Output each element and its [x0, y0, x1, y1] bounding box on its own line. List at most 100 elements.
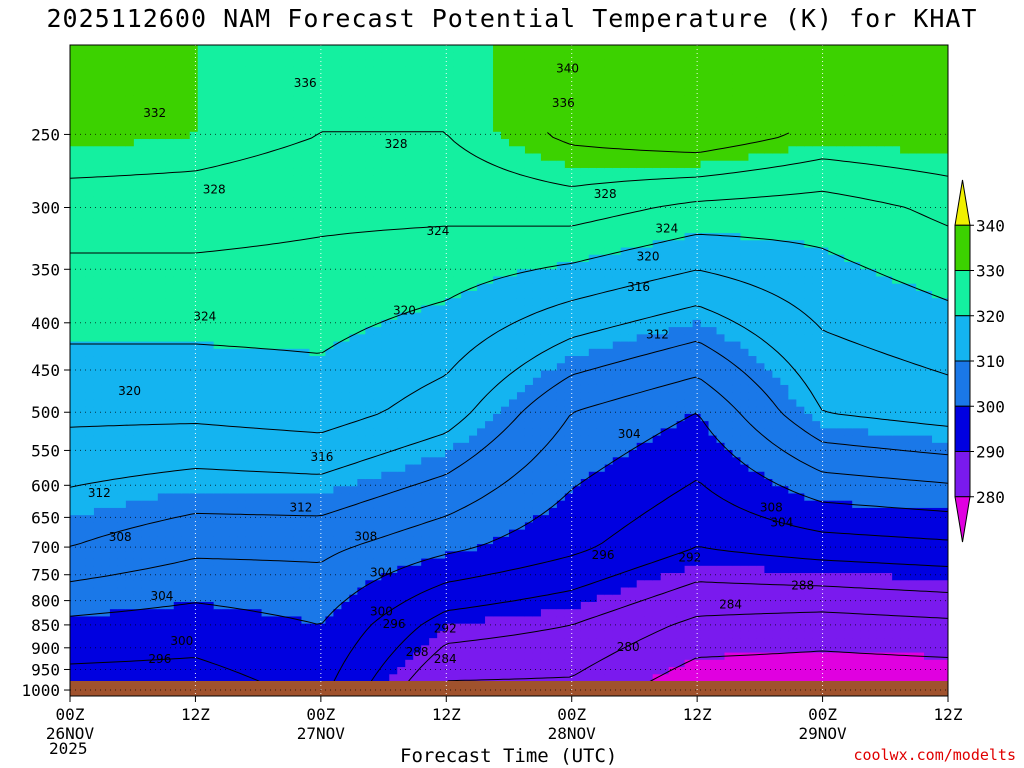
- contour-label-text: 332: [143, 106, 166, 120]
- contour-label-text: 280: [617, 640, 640, 654]
- x-tick-label: 00Z: [56, 705, 85, 724]
- theta-shaded-bands: [70, 45, 948, 696]
- colorbar-segment: [954, 496, 971, 543]
- isentrope-312: [70, 305, 948, 488]
- contour-label-text: 316: [627, 280, 650, 294]
- colorbar-label: 290: [976, 443, 1005, 462]
- y-tick-label: 950: [31, 660, 60, 679]
- colorbar-label: 300: [976, 397, 1005, 416]
- contour-labels: 340 336 336 332 328 328 328 324 324 320 316 320 324 3…: [88, 61, 814, 665]
- x-tick-label: 12Z: [934, 705, 963, 724]
- contour-label-text: 312: [290, 500, 313, 514]
- contour-label-text: 324: [655, 221, 678, 235]
- y-tick-label: 500: [31, 403, 60, 422]
- x-tick-label: 00Z: [557, 705, 586, 724]
- x-tick-date: 27NOV: [297, 724, 346, 743]
- isentrope-316: [70, 269, 948, 434]
- contour-label: 324: [655, 221, 678, 235]
- contour-label: 308: [109, 530, 132, 544]
- contour-label-text: 296: [148, 652, 171, 666]
- contour-label: 304: [770, 515, 793, 529]
- colorbar-label: 310: [976, 352, 1005, 371]
- contour-label: 288: [791, 578, 814, 592]
- contour-label: 288: [406, 645, 429, 659]
- contour-label: 340: [556, 61, 579, 75]
- colorbar-segment: [954, 360, 971, 407]
- contour-label-text: 308: [354, 530, 377, 544]
- contour-label: 332: [143, 106, 166, 120]
- contour-label: 300: [170, 634, 193, 648]
- contour-label: 336: [294, 76, 317, 90]
- contour-label: 320: [118, 384, 141, 398]
- contour-label-text: 304: [770, 515, 793, 529]
- x-tick-date: 28NOV: [548, 724, 597, 743]
- y-tick-label: 850: [31, 616, 60, 635]
- contour-label: 308: [760, 500, 783, 514]
- contour-label-text: 288: [406, 645, 429, 659]
- contour-label: 296: [592, 548, 615, 562]
- x-tick-label: 12Z: [683, 705, 712, 724]
- colorbar-label: 330: [976, 262, 1005, 281]
- terrain-ground-strip: [70, 681, 948, 696]
- contour-label: 324: [193, 310, 216, 324]
- contour-label-text: 324: [193, 310, 216, 324]
- colorbar-label: 340: [976, 216, 1005, 235]
- contour-label-text: 304: [618, 427, 641, 441]
- x-tick-label: 00Z: [808, 705, 837, 724]
- contour-label-text: 284: [434, 652, 457, 666]
- colorbar-legend: 340 330 320 310 300 290 280: [954, 179, 1005, 543]
- contour-label-text: 300: [370, 604, 393, 618]
- contour-label-text: 308: [109, 530, 132, 544]
- isentrope-304: [70, 376, 948, 583]
- x-tick-label: 12Z: [432, 705, 461, 724]
- contour-label-text: 296: [383, 617, 406, 631]
- isentrope-300: [70, 412, 948, 625]
- contour-label-text: 328: [594, 187, 617, 201]
- contour-label-text: 312: [88, 486, 111, 500]
- source-credit: coolwx.com/modelts: [853, 746, 1016, 764]
- contour-label-text: 328: [385, 137, 408, 151]
- contour-label: 280: [617, 640, 640, 654]
- isentrope-284: [437, 611, 948, 691]
- colorbar-segment: [954, 405, 971, 452]
- y-tick-label: 800: [31, 592, 60, 611]
- y-tick-label: 400: [31, 314, 60, 333]
- contour-label-text: 300: [170, 634, 193, 648]
- contour-label: 304: [151, 589, 174, 603]
- contour-label: 336: [552, 96, 575, 110]
- y-tick-label: 700: [31, 538, 60, 557]
- contour-label: 296: [148, 652, 171, 666]
- colorbar-segment: [954, 451, 971, 498]
- y-tick-label: 450: [31, 361, 60, 380]
- contour-label: 284: [719, 598, 742, 612]
- isentrope-292: [365, 546, 948, 690]
- y-tick-label: 600: [31, 476, 60, 495]
- contour-label: 312: [290, 500, 313, 514]
- y-tick-label: 750: [31, 566, 60, 585]
- contour-label: 320: [637, 249, 660, 263]
- contour-label-text: 336: [552, 96, 575, 110]
- contour-label: 316: [627, 280, 650, 294]
- colorbar-segment: [954, 270, 971, 317]
- y-tick-label: 1000: [21, 681, 60, 700]
- contour-label: 312: [88, 486, 111, 500]
- contour-label: 304: [370, 566, 393, 580]
- isentrope-324: [70, 190, 948, 254]
- y-tick-label: 250: [31, 125, 60, 144]
- contour-label-text: 336: [294, 76, 317, 90]
- contour-label: 300: [370, 604, 393, 618]
- y-tick-label: 350: [31, 260, 60, 279]
- contour-label-text: 288: [791, 578, 814, 592]
- contour-label-text: 328: [203, 183, 226, 197]
- contour-label-text: 324: [426, 224, 449, 238]
- chart-title: 2025112600 NAM Forecast Potential Temper…: [46, 4, 978, 33]
- contour-label-text: 284: [719, 598, 742, 612]
- isentrope-288: [404, 581, 948, 687]
- contour-label-text: 304: [151, 589, 174, 603]
- y-tick-label: 550: [31, 441, 60, 460]
- y-tick-label: 900: [31, 639, 60, 658]
- contour-label-text: 292: [434, 622, 457, 636]
- year-label: 2025: [49, 739, 88, 758]
